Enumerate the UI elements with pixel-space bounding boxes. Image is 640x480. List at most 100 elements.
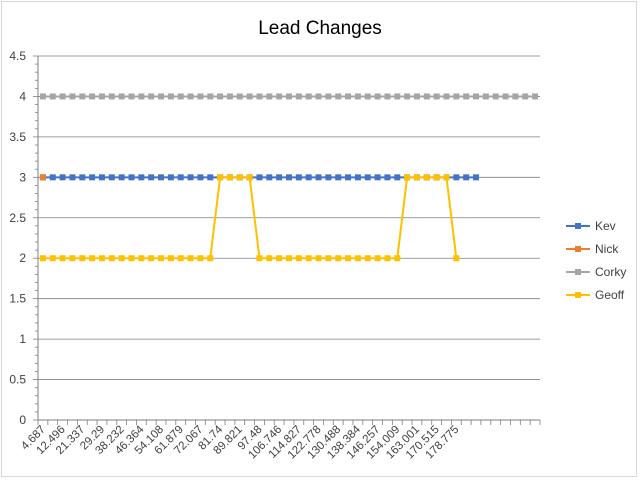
data-point [443,93,450,100]
data-point [305,93,312,100]
data-point [423,174,430,181]
legend: Kev Nick Corky Geoff [566,219,626,302]
data-point [187,174,194,181]
y-tick-labels: 0 0.5 1 1.5 2 2.5 3 3.5 4 4.5 [9,49,26,427]
data-point [39,93,46,100]
data-point [384,93,391,100]
data-point [197,255,204,262]
y-tick-label: 0.5 [9,373,26,387]
legend-item: Kev [566,219,616,233]
data-point [69,93,76,100]
y-tick-label: 2.5 [9,211,26,225]
data-point [492,93,499,100]
data-point [49,93,56,100]
data-point [325,93,332,100]
data-point [177,255,184,262]
data-point [128,93,135,100]
data-point [148,93,155,100]
data-point [364,93,371,100]
data-point [226,174,233,181]
data-point [502,93,509,100]
legend-swatch-marker [575,269,581,275]
data-point [256,174,263,181]
data-point [148,174,155,181]
data-point [69,255,76,262]
data-point [98,93,105,100]
data-point [532,93,539,100]
series-lines [39,93,539,262]
axes [33,55,541,425]
legend-item: Nick [566,242,619,256]
data-point [276,93,283,100]
data-point [364,255,371,262]
data-point [236,174,243,181]
data-point [354,93,361,100]
legend-label: Kev [595,219,616,233]
data-point [335,174,342,181]
data-point [108,174,115,181]
data-point [266,93,273,100]
data-point [286,93,292,100]
data-point [108,93,115,100]
data-point [39,255,46,262]
data-point [295,174,302,181]
data-point [374,255,381,262]
data-point [98,255,105,262]
data-point [256,93,263,100]
data-point [345,174,352,181]
series-corky [39,93,539,100]
series-nick [39,174,46,181]
legend-item: Geoff [566,288,625,302]
data-point [482,93,489,100]
y-tick-label: 0 [19,413,26,427]
data-point [207,255,214,262]
data-point [59,255,66,262]
data-point [167,255,174,262]
data-point [167,174,174,181]
data-point [79,174,86,181]
data-point [79,255,86,262]
data-point [138,174,145,181]
data-point [128,174,135,181]
data-point [59,174,66,181]
data-point [217,93,224,100]
data-point [325,255,332,262]
data-point [463,93,470,100]
data-point [158,255,165,262]
data-point [423,93,430,100]
data-point [413,93,420,100]
data-point [453,93,460,100]
data-point [197,93,204,100]
data-point [167,93,174,100]
data-point [187,255,194,262]
data-point [354,255,361,262]
legend-swatch-marker [575,292,581,298]
data-point [354,174,361,181]
data-point [256,255,263,262]
data-point [394,174,401,181]
data-point [295,93,302,100]
data-point [49,174,56,181]
legend-label: Nick [595,242,619,256]
data-point [207,93,214,100]
data-point [335,93,342,100]
data-point [148,255,155,262]
data-point [384,255,391,262]
y-tick-label: 4.5 [9,49,26,63]
data-point [345,93,352,100]
data-point [118,174,125,181]
data-point [69,174,76,181]
data-point [59,93,66,100]
data-point [473,93,480,100]
data-point [246,93,253,100]
data-point [266,174,273,181]
chart-title: Lead Changes [258,18,382,39]
data-point [108,255,115,262]
data-point [305,174,312,181]
series-geoff [39,174,460,262]
data-point [433,174,440,181]
legend-swatch-marker [575,223,581,229]
data-point [413,174,420,181]
